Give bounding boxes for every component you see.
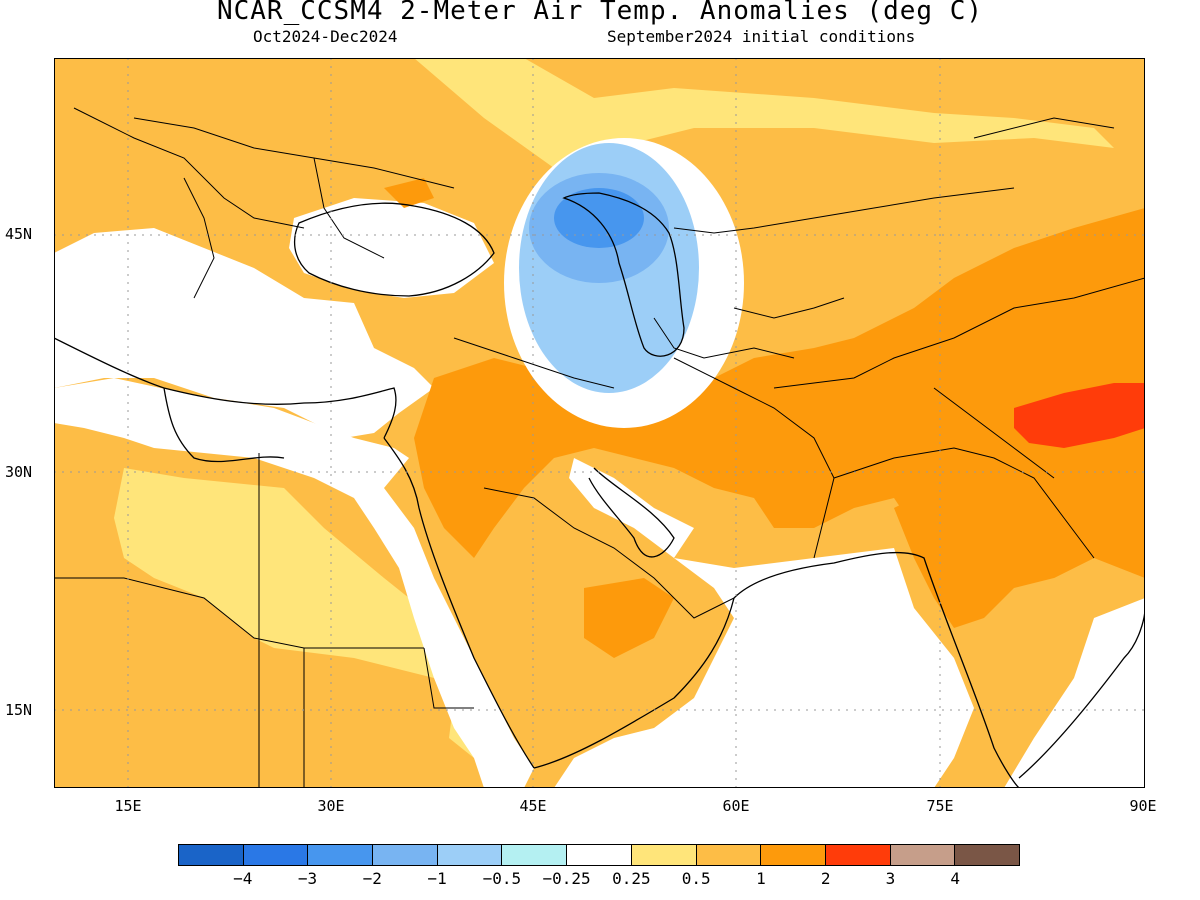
- anomaly-map: [54, 58, 1145, 788]
- legend-swatch: [308, 845, 374, 865]
- anomaly-field-0.25-0.5-sahara: [114, 468, 434, 678]
- legend-label: −0.5: [482, 869, 522, 888]
- anomaly-field-1-2-arabia: [584, 578, 674, 658]
- graticule: [54, 58, 1145, 788]
- initial-conditions: September2024 initial conditions: [607, 27, 916, 46]
- legend-label: 0.5: [681, 869, 711, 888]
- anomaly-field-white-red-sea: [354, 478, 534, 788]
- coastlines: [54, 192, 1145, 788]
- country-borders: [54, 107, 1145, 788]
- lat-label-30n: 30N: [5, 463, 33, 481]
- legend-swatch: [890, 845, 956, 865]
- legend-label: −3: [297, 869, 318, 888]
- anomaly-field-white-arabian-sea: [554, 548, 974, 788]
- lon-label-75e: 75E: [926, 797, 954, 815]
- legend-swatch: [825, 845, 891, 865]
- anomaly-field-white-mediterranean: [54, 228, 434, 438]
- lon-label-45e: 45E: [519, 797, 547, 815]
- legend-label: 1: [756, 869, 766, 888]
- legend-swatch: [631, 845, 697, 865]
- lon-label-60e: 60E: [722, 797, 750, 815]
- legend-swatch: [437, 845, 503, 865]
- legend-label: 2: [820, 869, 831, 888]
- legend-label: 4: [950, 869, 961, 888]
- legend-swatch: [955, 845, 1019, 865]
- legend-swatch: [373, 845, 438, 865]
- legend-swatch: [243, 845, 309, 865]
- legend-swatch: [696, 845, 762, 865]
- legend-label: −4: [233, 869, 253, 888]
- anomaly-field-0.25-0.5-north: [414, 58, 1114, 168]
- lon-label-30e: 30E: [317, 797, 345, 815]
- legend-label: −0.25: [542, 869, 591, 888]
- lon-label-90e: 90E: [1129, 797, 1157, 815]
- lat-label-15n: 15N: [5, 701, 33, 719]
- map-title: NCAR_CCSM4 2-Meter Air Temp. Anomalies (…: [216, 0, 984, 26]
- legend-label: −1: [427, 869, 447, 888]
- map-frame: [54, 58, 1145, 788]
- anomaly-field-white-bay-of-bengal: [1004, 598, 1145, 788]
- legend-swatch: [179, 845, 244, 865]
- anomaly-field-white-persian-gulf: [569, 458, 694, 558]
- anomaly-field-white-black-sea: [289, 198, 494, 298]
- legend-label: 3: [885, 869, 896, 888]
- anomaly-field-1-2-asia: [414, 208, 1145, 578]
- legend-swatch: [502, 845, 568, 865]
- anomaly-field-1-2-india: [894, 488, 1094, 628]
- legend-swatch: [761, 845, 826, 865]
- legend-label: −2: [362, 869, 382, 888]
- lon-label-15e: 15E: [114, 797, 142, 815]
- anomaly-field-white-north-africa: [54, 378, 409, 498]
- legend-label: 0.25: [612, 869, 651, 888]
- anomaly-field-1-2-balkans: [384, 178, 434, 208]
- lat-label-45n: 45N: [5, 225, 33, 243]
- legend-swatch: [567, 845, 632, 865]
- anomaly-field-2-3-tibet: [1014, 383, 1145, 448]
- forecast-period: Oct2024-Dec2024: [253, 27, 398, 46]
- color-legend: [178, 844, 1020, 866]
